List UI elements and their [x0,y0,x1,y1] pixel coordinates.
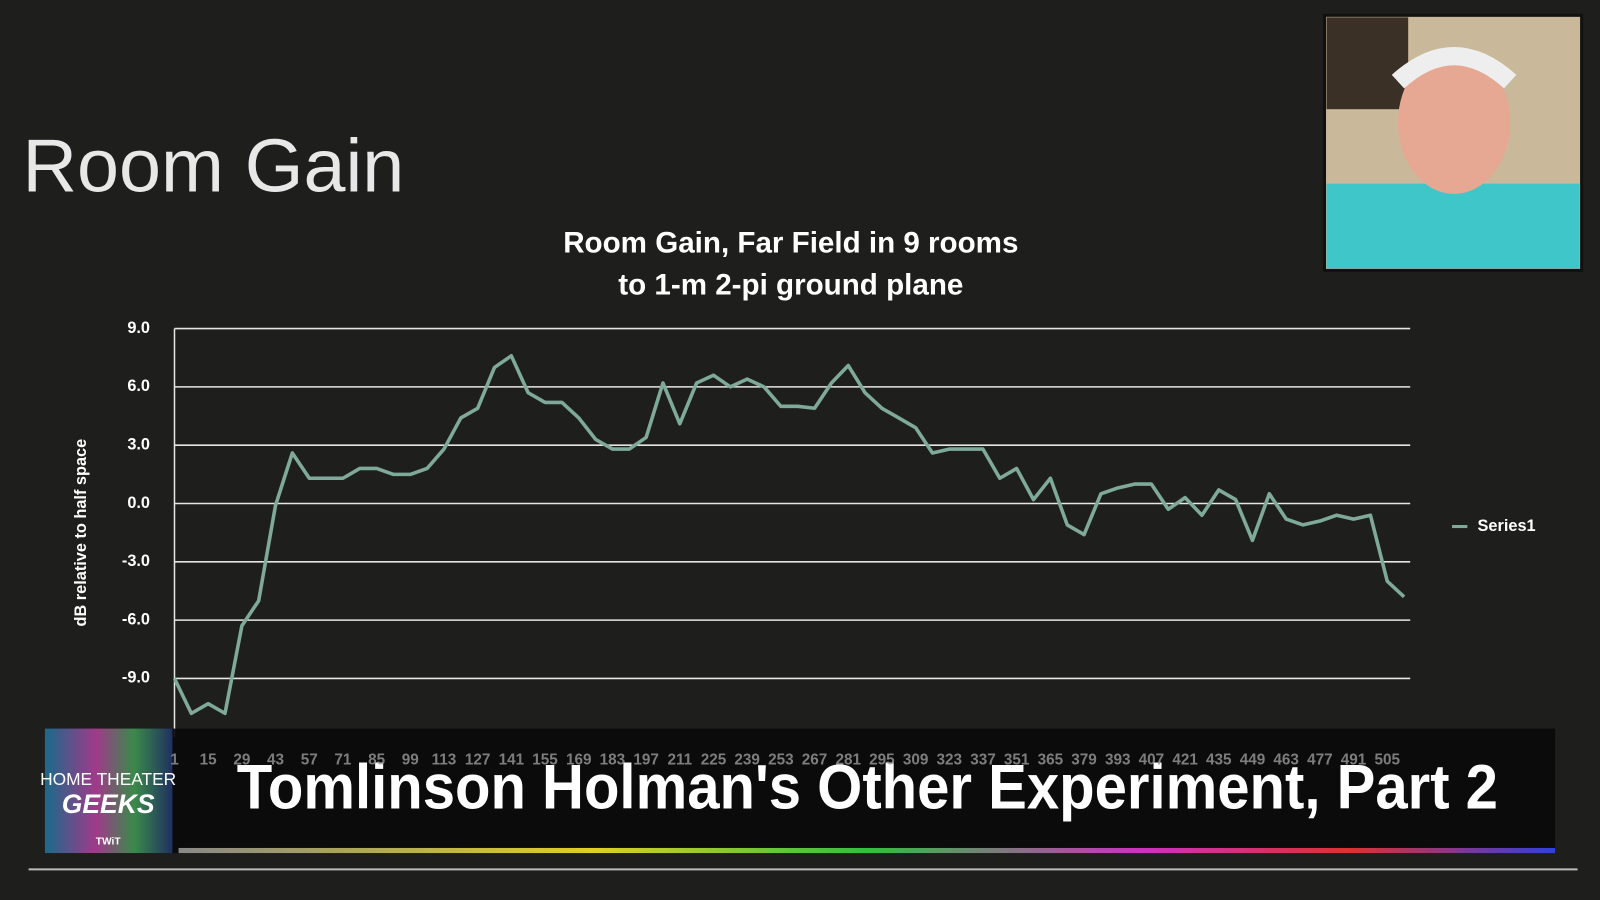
x-tick-label: 169 [566,751,592,768]
y-tick-label: -6.0 [122,610,150,628]
x-tick-label: 183 [600,751,626,768]
x-tick-label: 295 [869,751,895,768]
x-tick-label: 477 [1307,751,1333,768]
x-tick-label: 309 [903,751,929,768]
x-tick-label: 505 [1374,751,1400,768]
x-tick-label: 491 [1341,751,1367,768]
x-tick-label: 155 [532,751,558,768]
banner-title: Tomlinson Holman's Other Experiment, Par… [237,753,1498,823]
x-tick-label: 43 [267,751,284,768]
webcam [1322,13,1584,272]
x-tick-label: 421 [1172,751,1198,768]
x-tick-label: 281 [835,751,861,768]
y-axis-label: dB relative to half space [72,439,90,627]
chart-title: Room Gain, Far Field in 9 rooms [563,227,1018,260]
slide-title: Room Gain [22,124,404,208]
x-tick-label: 29 [233,751,250,768]
x-tick-label: 351 [1004,751,1030,768]
x-tick-label: 379 [1071,751,1097,768]
x-tick-label: 15 [200,751,218,768]
banner [44,728,1556,854]
x-tick-label: 85 [368,751,386,768]
logo-text: HOME THEATER [40,769,176,789]
chart-title: to 1-m 2-pi ground plane [618,269,963,302]
x-tick-label: 211 [667,751,692,768]
x-tick-label: 141 [499,751,525,768]
legend-label: Series1 [1478,517,1536,535]
y-tick-label: 6.0 [127,377,150,395]
y-tick-label: 3.0 [127,436,150,454]
x-tick-label: 1 [170,751,179,768]
x-tick-label: 225 [701,751,727,768]
x-tick-label: 127 [465,751,491,768]
plot: -9.0 -6.0 -3.0 0.0 3.0 6.0 9.0 Series1 [122,319,1536,737]
data-line [172,354,1406,716]
x-tick-label: 197 [633,751,659,768]
x-tick-label: 239 [734,751,760,768]
logo-text: GEEKS [62,789,155,819]
x-tick-label: 407 [1139,751,1165,768]
x-tick-label: 365 [1038,751,1064,768]
y-tick-label: 9.0 [127,319,150,337]
x-tick-label: 449 [1240,751,1266,768]
y-tick-label: -3.0 [122,552,150,570]
x-tick-label: 435 [1206,751,1232,768]
x-tick-label: 323 [937,751,963,768]
logo-text: TWiT [96,837,122,848]
x-tick-label: 253 [768,751,794,768]
x-tick-label: 99 [402,751,419,768]
x-tick-label: 267 [802,751,828,768]
x-tick-label: 71 [334,751,352,768]
x-tick-label: 57 [301,751,318,768]
x-tick-label: 337 [970,751,996,768]
x-tick-label: 463 [1273,751,1299,768]
y-tick-label: -9.0 [122,669,150,687]
y-tick-label: 0.0 [127,494,150,512]
x-tick-label: 113 [432,751,457,768]
x-tick-label: 393 [1105,751,1131,768]
